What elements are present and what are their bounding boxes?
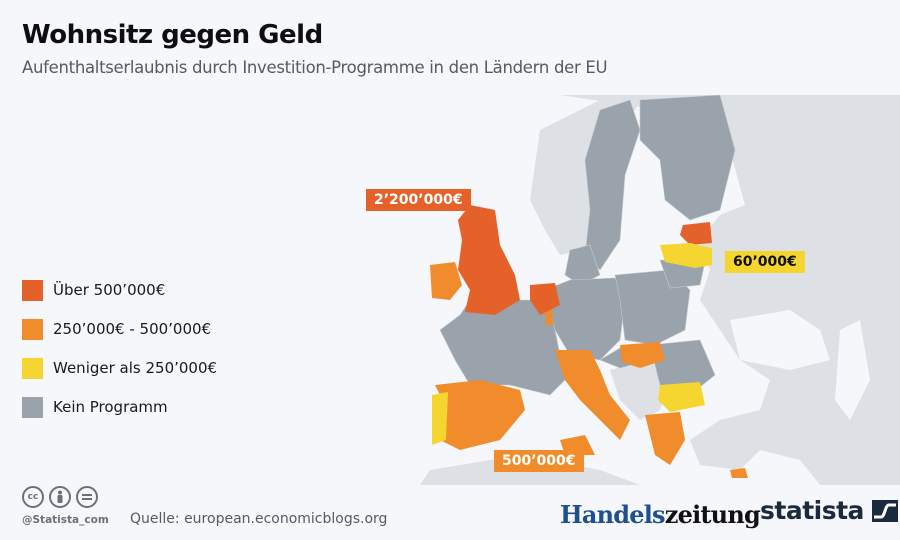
chart-subtitle: Aufenthaltserlaubnis durch Investition-P…: [22, 58, 608, 77]
legend-item-250k-500k: 250’000€ - 500’000€: [22, 317, 217, 341]
statista-logo-icon: [871, 499, 898, 522]
legend-item-under-250k: Weniger als 250’000€: [22, 356, 217, 380]
legend-label: Kein Programm: [53, 398, 168, 416]
cc-icon: cc: [22, 486, 44, 508]
low-tier-countries: [432, 243, 712, 445]
legend-label: Weniger als 250’000€: [53, 359, 218, 377]
legend-swatch: [22, 396, 43, 418]
source-note: Quelle: european.economicblogs.org: [130, 511, 388, 527]
legend-swatch: [22, 279, 43, 301]
statista-logo: statista: [760, 496, 898, 525]
handelszeitung-logo: Handelszeitung: [560, 500, 761, 529]
legend: Über 500’000€ 250’000€ - 500’000€ Wenige…: [22, 278, 217, 434]
legend-swatch: [22, 318, 43, 340]
legend-item-over-500k: Über 500’000€: [22, 278, 217, 302]
nd-icon: [76, 486, 98, 508]
europe-map: [420, 95, 900, 485]
callout-latvia-amount: 60’000€: [725, 251, 805, 273]
creative-commons-icons[interactable]: cc: [22, 486, 98, 508]
mid-tier-countries: [430, 262, 748, 478]
statista-handle[interactable]: @Statista_com: [22, 514, 109, 526]
legend-swatch: [22, 357, 43, 379]
legend-item-no-program: Kein Programm: [22, 395, 217, 419]
callout-southern-europe-amount: 500’000€: [494, 450, 584, 472]
logo-part-a: Handels: [560, 500, 666, 529]
logo-part-b: zeitung: [664, 500, 761, 529]
by-icon: [49, 486, 71, 508]
statista-wordmark: statista: [760, 496, 864, 525]
legend-label: 250’000€ - 500’000€: [53, 320, 212, 338]
chart-title: Wohnsitz gegen Geld: [22, 20, 323, 50]
top-tier-countries: [458, 205, 712, 315]
callout-uk-amount: 2’200’000€: [366, 189, 471, 211]
legend-label: Über 500’000€: [53, 281, 166, 299]
